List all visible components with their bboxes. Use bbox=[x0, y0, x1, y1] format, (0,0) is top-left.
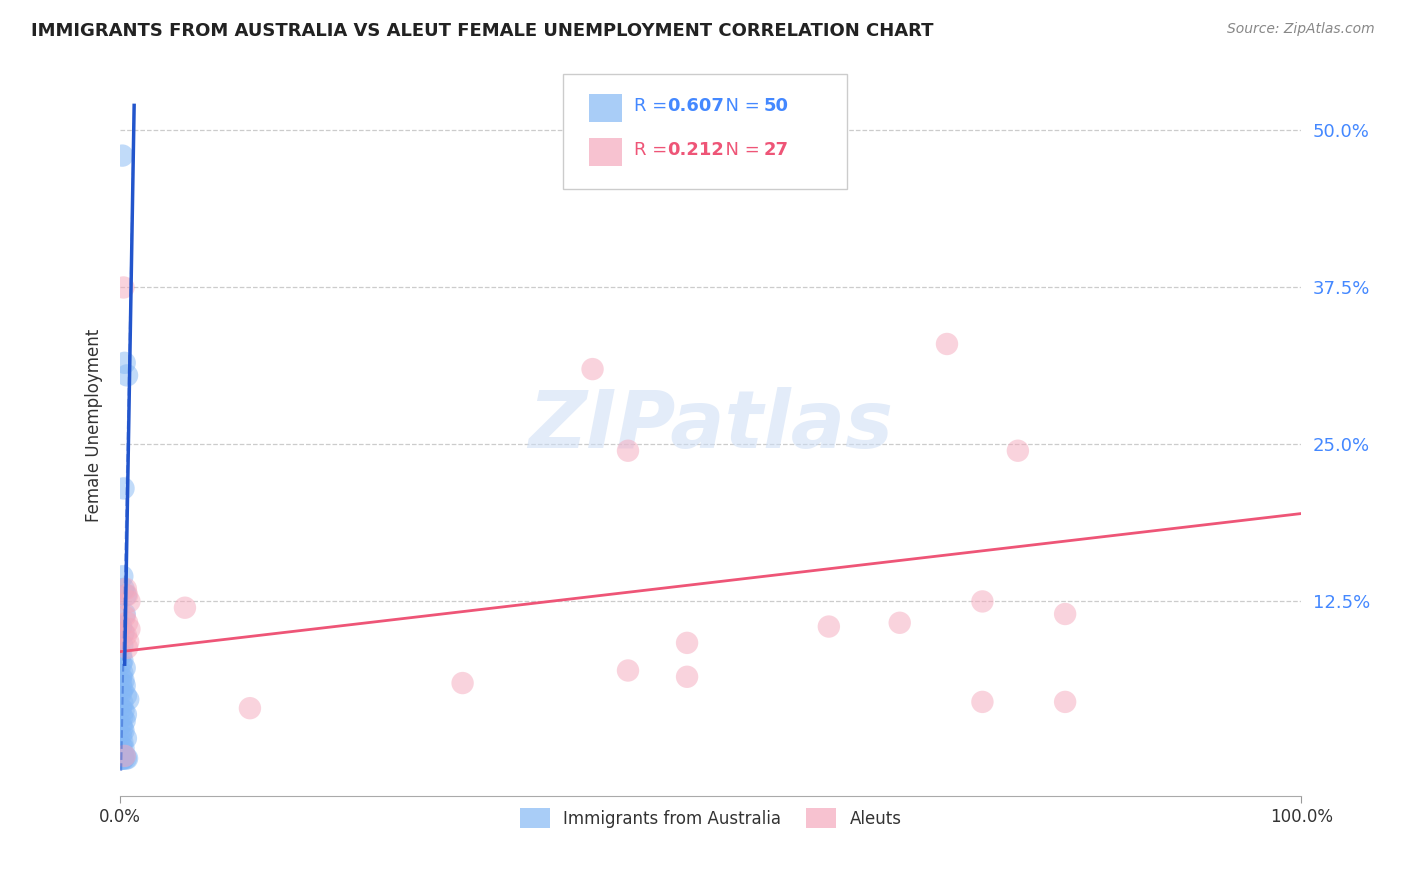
Point bbox=[115, 582, 138, 596]
Text: N =: N = bbox=[714, 96, 766, 114]
Point bbox=[114, 661, 136, 675]
Point bbox=[115, 615, 138, 630]
Point bbox=[115, 751, 138, 765]
Point bbox=[110, 657, 132, 672]
Text: 50: 50 bbox=[763, 96, 789, 114]
Point bbox=[111, 751, 134, 765]
Point bbox=[114, 609, 136, 624]
Point bbox=[115, 731, 138, 746]
Text: R =: R = bbox=[634, 141, 679, 159]
Point bbox=[115, 707, 138, 722]
Point bbox=[112, 625, 135, 640]
Legend: Immigrants from Australia, Aleuts: Immigrants from Australia, Aleuts bbox=[512, 800, 910, 836]
FancyBboxPatch shape bbox=[589, 138, 621, 166]
Point bbox=[112, 751, 135, 765]
Y-axis label: Female Unemployment: Female Unemployment bbox=[86, 329, 103, 522]
Point bbox=[112, 673, 135, 688]
Point bbox=[115, 588, 138, 602]
Point bbox=[110, 747, 132, 762]
Point bbox=[112, 482, 135, 496]
Point bbox=[115, 628, 138, 642]
Point bbox=[110, 670, 132, 684]
Point bbox=[617, 443, 640, 458]
Text: 0.607: 0.607 bbox=[666, 96, 724, 114]
Point bbox=[581, 362, 603, 376]
Point bbox=[676, 670, 699, 684]
Point bbox=[889, 615, 911, 630]
Point bbox=[110, 751, 132, 765]
Point bbox=[111, 735, 134, 749]
Point bbox=[1007, 443, 1029, 458]
Point bbox=[110, 619, 132, 633]
Point bbox=[111, 745, 134, 759]
Point bbox=[115, 751, 138, 765]
Text: IMMIGRANTS FROM AUSTRALIA VS ALEUT FEMALE UNEMPLOYMENT CORRELATION CHART: IMMIGRANTS FROM AUSTRALIA VS ALEUT FEMAL… bbox=[31, 22, 934, 40]
Point bbox=[111, 653, 134, 667]
Point bbox=[818, 619, 841, 633]
Point bbox=[1054, 695, 1077, 709]
Point bbox=[110, 676, 132, 690]
Point bbox=[117, 692, 139, 706]
Text: ZIPatlas: ZIPatlas bbox=[529, 386, 893, 465]
Point bbox=[115, 588, 138, 602]
Point bbox=[115, 689, 138, 703]
FancyBboxPatch shape bbox=[589, 94, 621, 122]
Text: N =: N = bbox=[714, 141, 766, 159]
Point bbox=[111, 710, 134, 724]
FancyBboxPatch shape bbox=[562, 74, 846, 188]
Point bbox=[451, 676, 474, 690]
Point bbox=[110, 751, 132, 765]
Point bbox=[112, 723, 135, 738]
Text: 0.212: 0.212 bbox=[666, 141, 724, 159]
Point bbox=[111, 569, 134, 583]
Point bbox=[114, 748, 136, 763]
Point bbox=[114, 679, 136, 693]
Point bbox=[1054, 607, 1077, 621]
Point bbox=[110, 701, 132, 715]
Point bbox=[111, 721, 134, 735]
Point bbox=[111, 696, 134, 710]
Point bbox=[111, 148, 134, 162]
Text: R =: R = bbox=[634, 96, 673, 114]
Point bbox=[114, 714, 136, 728]
Point bbox=[110, 739, 132, 753]
Text: Source: ZipAtlas.com: Source: ZipAtlas.com bbox=[1227, 22, 1375, 37]
Point bbox=[114, 356, 136, 370]
Point bbox=[972, 695, 994, 709]
Point bbox=[112, 704, 135, 718]
Point bbox=[112, 582, 135, 596]
Point bbox=[115, 368, 138, 383]
Point bbox=[110, 729, 132, 743]
Point bbox=[239, 701, 262, 715]
Text: 27: 27 bbox=[763, 141, 789, 159]
Point bbox=[114, 748, 136, 763]
Point bbox=[117, 634, 139, 648]
Point bbox=[111, 639, 134, 653]
Point bbox=[118, 594, 141, 608]
Point bbox=[110, 686, 132, 700]
Point bbox=[112, 751, 135, 765]
Point bbox=[111, 682, 134, 697]
Point bbox=[174, 600, 197, 615]
Point bbox=[118, 622, 141, 636]
Point bbox=[112, 741, 135, 756]
Point bbox=[111, 751, 134, 765]
Point bbox=[110, 751, 132, 765]
Point bbox=[617, 664, 640, 678]
Point bbox=[972, 594, 994, 608]
Point bbox=[112, 280, 135, 294]
Point bbox=[676, 636, 699, 650]
Point bbox=[936, 337, 959, 351]
Point bbox=[110, 717, 132, 731]
Point bbox=[114, 607, 136, 621]
Point bbox=[115, 640, 138, 655]
Point bbox=[110, 647, 132, 661]
Point bbox=[111, 666, 134, 681]
